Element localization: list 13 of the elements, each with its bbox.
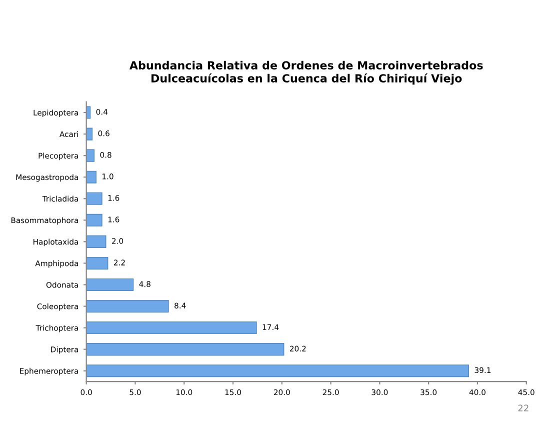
chart-title: Abundancia Relativa de Ordenes de Macroinvertebrados Dulceacuícolas en la Cuenca del Río Chiriquí Viejo: [129, 60, 483, 85]
bar: [86, 256, 108, 270]
bar: [86, 170, 96, 184]
text: 22: [518, 404, 528, 412]
bar: [86, 278, 134, 291]
bar: [86, 364, 470, 378]
bar: [86, 300, 169, 313]
bar: [86, 149, 95, 162]
bar: [86, 343, 284, 356]
bar: [86, 235, 106, 248]
bar: [86, 192, 102, 205]
bar: [86, 214, 102, 226]
bar: [86, 322, 257, 334]
